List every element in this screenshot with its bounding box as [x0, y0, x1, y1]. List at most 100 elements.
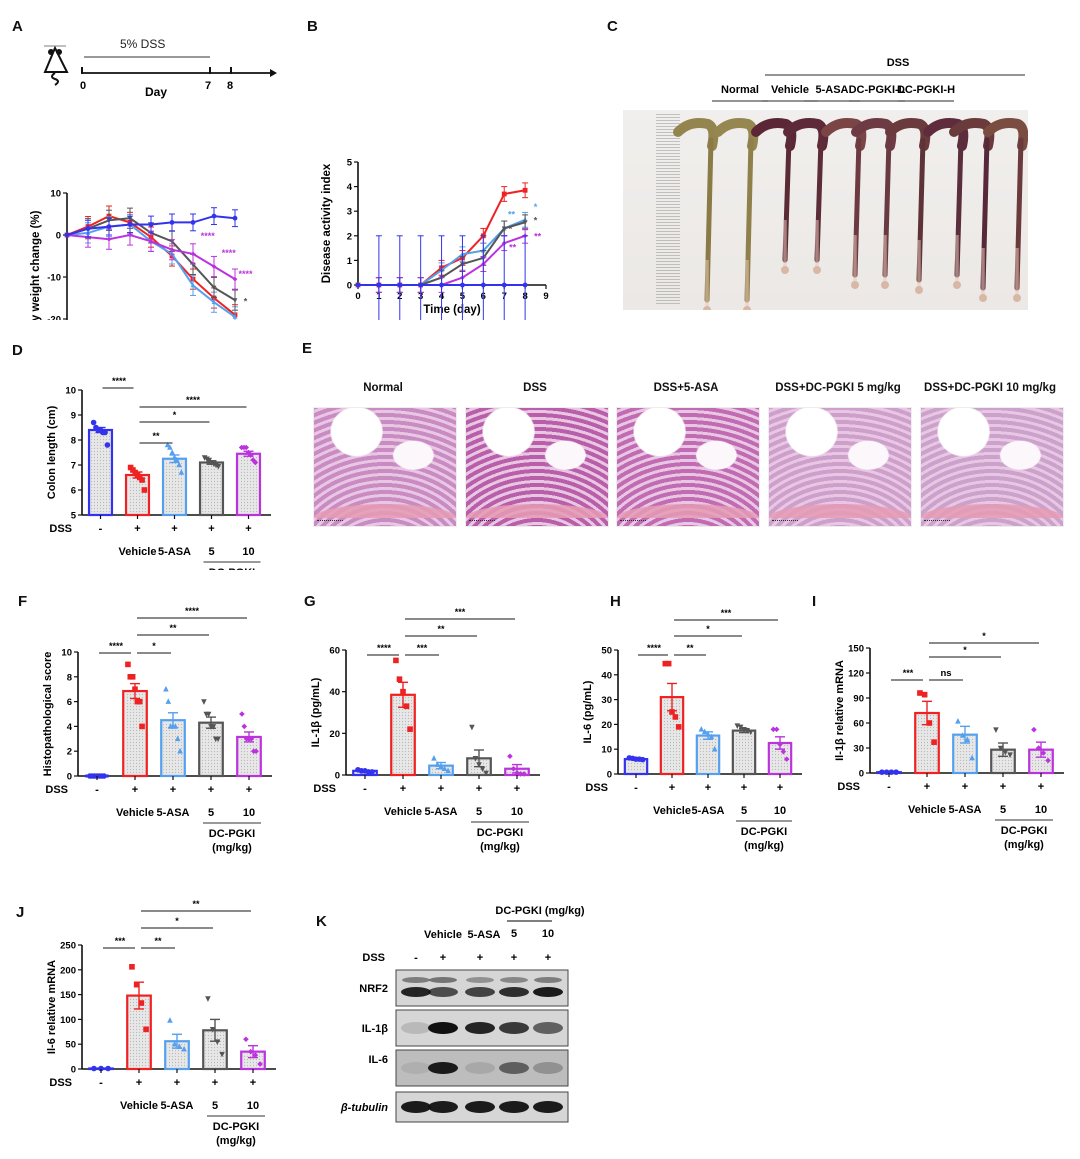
bar-normal [352, 766, 378, 777]
svg-text:DSS: DSS [362, 952, 385, 964]
histology-title: DSS+5-ASA [653, 382, 719, 394]
panel-e: E Normal DSS DSS+5-ASA DSS+DC-PGKI 5 mg/kg D… [300, 330, 1080, 550]
muscle-layer [617, 504, 759, 518]
blot-strip-nrf2 [395, 969, 569, 1007]
svg-text:5-ASA: 5-ASA [158, 546, 191, 558]
panel-label-g: G [304, 593, 316, 610]
colon-specimen [713, 118, 759, 310]
bar-5-asa [164, 1017, 190, 1071]
svg-text:*: * [152, 641, 156, 651]
dss-sign: - [99, 523, 103, 535]
svg-text:****: **** [238, 269, 253, 279]
muscle-layer [314, 504, 456, 518]
svg-text:Vehicle: Vehicle [120, 1100, 158, 1112]
significance-bracket: ** [137, 623, 209, 636]
scale-bar [469, 520, 495, 523]
mouse-icon [43, 45, 69, 86]
svg-text:*: * [509, 224, 513, 234]
panel-label-a: A [12, 18, 23, 35]
dss-sign: + [136, 1077, 142, 1089]
bar-dc-pgki-5 [990, 727, 1016, 775]
dss-sign: + [514, 783, 520, 795]
colon-specimen [885, 118, 931, 294]
svg-text:DSS: DSS [45, 784, 68, 796]
svg-text:***: *** [455, 607, 466, 617]
svg-text:-10: -10 [47, 273, 61, 284]
svg-text:10: 10 [511, 806, 523, 818]
svg-text:150: 150 [60, 990, 76, 1001]
panel-a: A 5% DSS 0 7 8 Day NormalDSSDSS+5-ASADSS… [0, 0, 300, 320]
svg-text:1: 1 [347, 256, 353, 267]
svg-text:6: 6 [71, 486, 76, 497]
dss-schedule-schematic: 5% DSS 0 7 8 Day [43, 37, 277, 99]
blot-strip-il-6 [395, 1049, 569, 1087]
svg-text:0: 0 [71, 1065, 76, 1076]
svg-text:β-tubulin: β-tubulin [340, 1102, 388, 1114]
svg-text:**: ** [152, 431, 160, 441]
svg-text:120: 120 [848, 669, 864, 680]
svg-text:3: 3 [347, 207, 352, 218]
significance-bracket: *** [891, 668, 923, 681]
svg-text:****: **** [222, 248, 237, 258]
dss-sign: + [208, 784, 214, 796]
svg-text:****: **** [112, 376, 127, 386]
svg-text:***: *** [115, 936, 126, 946]
dss-sign: + [777, 782, 783, 794]
significance-bracket: ** [405, 624, 477, 637]
ruler [656, 114, 680, 306]
svg-text:DSS: DSS [837, 781, 860, 793]
svg-text:**: ** [154, 936, 162, 946]
blot-strip-il-1- [395, 1009, 569, 1047]
svg-text:DC-PGKI: DC-PGKI [209, 567, 255, 570]
svg-text:**: ** [508, 209, 516, 219]
svg-text:5-ASA: 5-ASA [160, 1100, 193, 1112]
bar-normal [85, 773, 109, 779]
svg-text:Body weight change (%): Body weight change (%) [30, 210, 42, 320]
svg-text:50: 50 [601, 646, 612, 657]
bar-vehicle [126, 964, 152, 1071]
svg-text:*: * [706, 624, 710, 634]
svg-text:10: 10 [65, 386, 76, 397]
histology-title: Normal [363, 382, 403, 394]
svg-text:DSS: DSS [49, 1077, 72, 1089]
colon-group-labels: DSS Normal Vehicle 5-ASA DC-PGKI-LDC-PGKI-H [712, 57, 1025, 102]
svg-text:****: **** [201, 231, 216, 241]
svg-text:***: *** [417, 643, 428, 653]
svg-text:Colon length (cm): Colon length (cm) [46, 405, 58, 499]
significance-bracket: ** [139, 431, 173, 444]
svg-text:0: 0 [347, 281, 352, 292]
colon-specimen [751, 118, 797, 274]
svg-text:Vehicle: Vehicle [908, 804, 946, 816]
svg-text:****: **** [647, 643, 662, 653]
scale-bar [620, 520, 646, 523]
bar-dc-pgki-5 [198, 455, 225, 517]
blot-strip--tubulin [395, 1091, 569, 1123]
svg-text:5-ASA: 5-ASA [815, 84, 848, 96]
he-stained-section-image [465, 407, 609, 527]
svg-text:+: + [511, 952, 517, 964]
svg-text:IL-6 (pg/mL): IL-6 (pg/mL) [582, 680, 594, 743]
panel-h: H 0 10 20 30 40 50 IL-6 (pg/mL) - + + + + DSS Vehicle… [540, 585, 810, 855]
svg-text:(mg/kg): (mg/kg) [744, 840, 784, 852]
svg-text:5: 5 [212, 1100, 218, 1112]
svg-text:10: 10 [50, 189, 61, 200]
svg-text:10: 10 [542, 928, 554, 940]
bar-5-asa [160, 685, 186, 778]
svg-text:7: 7 [71, 461, 76, 472]
svg-text:5-ASA: 5-ASA [467, 929, 500, 941]
bar-dc-pgki-5 [466, 724, 492, 777]
svg-text:DSS: DSS [887, 57, 910, 69]
svg-text:0: 0 [335, 771, 340, 782]
svg-text:DC-PGKI: DC-PGKI [741, 826, 787, 838]
bar-dc-pgki-10 [236, 711, 262, 778]
bar-dc-pgki-5 [731, 723, 757, 776]
svg-text:0: 0 [56, 231, 61, 242]
svg-text:10: 10 [1035, 804, 1047, 816]
significance-bracket: **** [102, 376, 134, 389]
panel-label-b: B [307, 18, 318, 35]
svg-text:DSS: DSS [313, 783, 336, 795]
svg-text:DC-PGKI: DC-PGKI [1001, 825, 1047, 837]
significance-bracket: **** [137, 606, 247, 619]
svg-text:Il-1β relative mRNA: Il-1β relative mRNA [834, 660, 846, 761]
significance-bracket: *** [405, 643, 439, 656]
